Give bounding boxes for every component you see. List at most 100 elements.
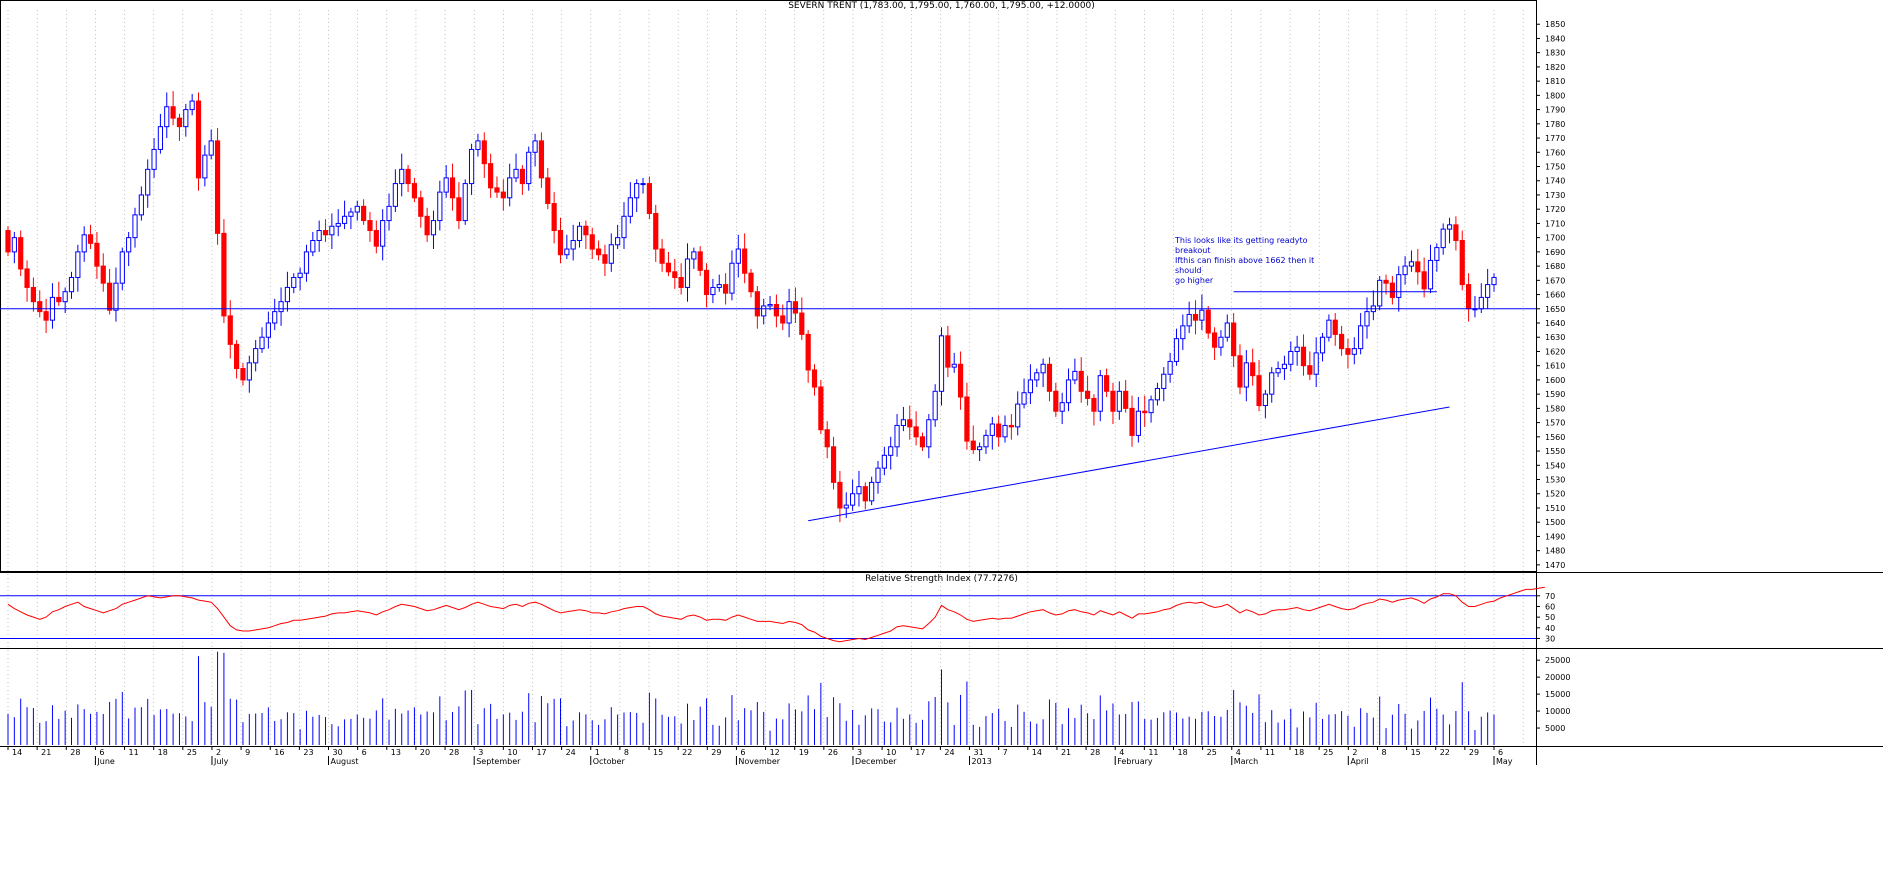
candle-body bbox=[265, 322, 271, 338]
candle-body bbox=[291, 276, 297, 288]
candle-body bbox=[1161, 373, 1167, 389]
candle-body bbox=[843, 504, 849, 509]
candle-body bbox=[297, 272, 303, 278]
price-tick-label: 1700 bbox=[1545, 234, 1565, 243]
x-tick-label: 3 bbox=[478, 748, 483, 757]
candle-body bbox=[437, 191, 443, 222]
price-tick-label: 1660 bbox=[1545, 291, 1565, 300]
candle-body bbox=[1078, 370, 1084, 392]
candle-body bbox=[691, 251, 697, 260]
x-tick-label: 2 bbox=[1352, 748, 1357, 757]
candle-body bbox=[259, 336, 265, 350]
x-tick-label: 12 bbox=[770, 748, 780, 757]
candle-body bbox=[767, 304, 773, 307]
x-tick-label: 7 bbox=[1003, 748, 1008, 757]
price-tick-label: 1780 bbox=[1545, 120, 1565, 129]
candle-body bbox=[996, 423, 1002, 438]
candle-body bbox=[1148, 399, 1154, 414]
price-tick-label: 1790 bbox=[1545, 106, 1565, 115]
rsi-tick-label: 40 bbox=[1545, 624, 1555, 633]
candle-body bbox=[399, 168, 405, 185]
candle-body bbox=[430, 220, 437, 236]
x-tick-label: 4 bbox=[1119, 748, 1124, 757]
candle-body bbox=[30, 286, 36, 303]
candle-body bbox=[1262, 393, 1268, 407]
volume-tick-label: 10000 bbox=[1545, 707, 1570, 716]
volume-tick-label: 25000 bbox=[1545, 656, 1570, 665]
candle-body bbox=[1446, 224, 1453, 230]
candle-body bbox=[1021, 392, 1027, 405]
candle-body bbox=[1389, 282, 1395, 298]
candle-body bbox=[1027, 379, 1034, 394]
candle-body bbox=[983, 434, 989, 448]
x-tick-label: 18 bbox=[1294, 748, 1304, 757]
x-tick-label: 29 bbox=[1469, 748, 1479, 757]
candle-body bbox=[202, 154, 208, 179]
candle-body bbox=[1040, 363, 1046, 374]
candle-body bbox=[526, 151, 532, 185]
candle-body bbox=[335, 222, 341, 227]
candle-body bbox=[589, 234, 595, 250]
price-tick-label: 1650 bbox=[1545, 305, 1565, 314]
candle-body bbox=[272, 311, 278, 324]
price-tick-label: 1590 bbox=[1545, 390, 1565, 399]
candle-body bbox=[380, 220, 386, 247]
candle-body bbox=[284, 286, 291, 303]
candle-body bbox=[1059, 402, 1065, 412]
price-tick-label: 1540 bbox=[1545, 461, 1565, 470]
candle-body bbox=[1002, 424, 1008, 438]
candle-body bbox=[462, 183, 468, 222]
candle-body bbox=[748, 272, 754, 293]
candle-body bbox=[68, 276, 75, 293]
x-tick-label: 6 bbox=[1498, 748, 1503, 757]
x-tick-label: 4 bbox=[1236, 748, 1241, 757]
candle-body bbox=[564, 248, 570, 256]
x-tick-label: 11 bbox=[129, 748, 139, 757]
price-tick-label: 1570 bbox=[1545, 419, 1565, 428]
candle-body bbox=[56, 296, 62, 303]
price-tick-label: 1470 bbox=[1545, 561, 1565, 570]
candle-body bbox=[1491, 276, 1497, 286]
candle-body bbox=[1256, 375, 1262, 407]
candle-body bbox=[87, 234, 94, 244]
candle-body bbox=[754, 291, 760, 317]
x-tick-label: 1 bbox=[595, 748, 600, 757]
x-tick-label: 31 bbox=[974, 748, 984, 757]
candle-body bbox=[1326, 319, 1332, 338]
x-tick-label: 17 bbox=[915, 748, 925, 757]
price-tick-label: 1520 bbox=[1545, 490, 1565, 499]
x-tick-label: 11 bbox=[1265, 748, 1275, 757]
candle-body bbox=[1135, 410, 1141, 436]
x-tick-label: 23 bbox=[303, 748, 313, 757]
candle-body bbox=[1281, 363, 1288, 370]
candle-body bbox=[1084, 390, 1091, 399]
candle-body bbox=[900, 419, 907, 426]
candle-body bbox=[551, 202, 557, 232]
candle-body bbox=[1046, 363, 1053, 392]
price-tick-label: 1840 bbox=[1545, 34, 1565, 43]
x-tick-label: 14 bbox=[1032, 748, 1042, 757]
candle-body bbox=[81, 234, 87, 253]
x-tick-label: 8 bbox=[624, 748, 629, 757]
candle-body bbox=[145, 168, 151, 196]
candle-body bbox=[1396, 274, 1402, 298]
candle-body bbox=[456, 197, 462, 222]
candle-body bbox=[151, 148, 157, 170]
price-tick-label: 1510 bbox=[1545, 504, 1565, 513]
price-tick-label: 1760 bbox=[1545, 148, 1565, 157]
candle-body bbox=[850, 493, 856, 506]
price-tick-label: 1640 bbox=[1545, 319, 1565, 328]
candle-body bbox=[411, 183, 418, 199]
candle-body bbox=[1313, 352, 1319, 375]
candle-body bbox=[1154, 387, 1161, 401]
candle-body bbox=[583, 225, 589, 236]
x-tick-label: 18 bbox=[158, 748, 168, 757]
candle-body bbox=[830, 446, 837, 483]
candle-body bbox=[1224, 322, 1230, 338]
candle-body bbox=[468, 148, 475, 185]
x-tick-label: 11 bbox=[1148, 748, 1158, 757]
candle-body bbox=[119, 251, 125, 284]
candle-body bbox=[1421, 271, 1427, 290]
candle-body bbox=[1269, 372, 1275, 395]
candle-body bbox=[1167, 360, 1173, 375]
